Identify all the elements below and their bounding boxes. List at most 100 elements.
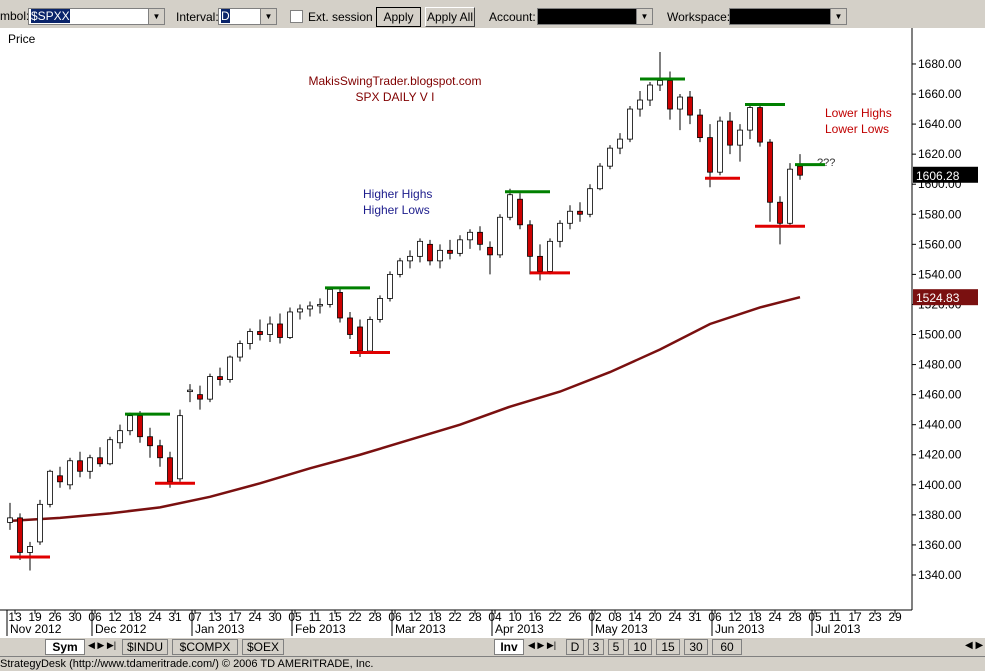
apply-all-button[interactable]: Apply All [425,7,475,27]
y-tick-label: 1380.00 [918,508,962,522]
y-axis-title: Price [8,32,36,46]
candle-body [397,260,403,275]
candle-body [77,460,83,472]
month-label: Jan 2013 [195,622,245,636]
x-tick-label: 23 [868,610,882,624]
month-label: May 2013 [595,622,648,636]
x-tick-label: 28 [788,610,802,624]
tab-interval[interactable]: D [566,639,584,655]
month-label: Nov 2012 [10,622,62,636]
ext-session-label: Ext. session [308,10,373,24]
candle-body [417,240,423,257]
x-tick-label: 17 [848,610,862,624]
candle-body [7,517,13,523]
candle-body [267,323,273,335]
candle-body [447,249,453,254]
candle-body [257,331,263,335]
symbol-value: $SPXX [31,9,70,23]
candle-body [647,84,653,101]
candle-body [127,415,133,432]
x-tick-label: 16 [528,610,542,624]
y-tick-label: 1620.00 [918,147,962,161]
candle-body [687,96,693,116]
candle-body [407,255,413,262]
x-tick-label: 28 [468,610,482,624]
candle-body [497,216,503,256]
x-tick-label: 30 [68,610,82,624]
candle-body [67,460,73,486]
annotation-higher-highs: Higher Highs [363,187,432,201]
x-tick-label: 19 [28,610,42,624]
candle-body [247,331,253,344]
x-tick-label: 31 [688,610,702,624]
x-tick-label: 28 [368,610,382,624]
candle-body [57,475,63,483]
interval-value: D [221,9,230,23]
candle-body [297,308,303,313]
candle-body [177,415,183,480]
symbol-select[interactable]: $SPXX ▼ [28,8,165,25]
tab-interval[interactable]: 3 [588,639,604,655]
x-tick-label: 29 [888,610,902,624]
candle-body [567,210,573,224]
x-tick-label: 18 [128,610,142,624]
candle-body [487,246,493,256]
candle-body [557,222,563,242]
tab-compx[interactable]: $COMPX [172,639,238,655]
tab-interval[interactable]: 5 [608,639,624,655]
candle-body [137,415,143,438]
candle-body [227,356,233,380]
x-tick-label: 20 [648,610,662,624]
x-tick-label: 13 [208,610,222,624]
ext-session-checkbox[interactable] [290,10,303,23]
annotation-lower-highs: Lower Highs [825,106,892,120]
moving-average-tag-bg [913,289,978,306]
candle-body [97,457,103,465]
candle-body [507,194,513,218]
y-tick-label: 1360.00 [918,538,962,552]
tab-oex[interactable]: $OEX [242,639,284,655]
candle-body [437,249,443,262]
apply-button[interactable]: Apply [376,7,421,27]
y-tick-label: 1480.00 [918,358,962,372]
tab-interval[interactable]: 15 [656,639,680,655]
dropdown-arrow: ▼ [148,9,164,24]
tab-inv[interactable]: Inv [494,639,524,655]
tab-interval[interactable]: 30 [684,639,708,655]
candle-body [797,165,803,176]
candle-body [527,224,533,257]
dropdown-arrow: ▼ [636,9,652,24]
candle-body [767,141,773,203]
candle-body [637,99,643,110]
x-tick-label: 10 [508,610,522,624]
tab-sym[interactable]: Sym [45,639,85,655]
candle-body [47,470,53,505]
candle-body [387,273,393,299]
candle-body [337,292,343,319]
candle-body [147,436,153,447]
tab-indu[interactable]: $INDU [122,639,168,655]
account-select[interactable]: ▼ [537,8,653,25]
scroll-arrows[interactable]: ◀ ▶ [965,640,984,651]
candle-body [87,457,93,472]
annotation-lower-lows: Lower Lows [825,122,889,136]
candle-body [757,107,763,143]
tab-interval[interactable]: 60 [712,639,742,655]
candle-body [187,389,193,393]
tab-interval[interactable]: 10 [628,639,652,655]
candle-body [577,210,583,215]
y-tick-label: 1660.00 [918,87,962,101]
interval-select[interactable]: D ▼ [218,8,277,25]
x-tick-label: 24 [768,610,782,624]
interval-label: Interval: [176,10,219,24]
month-label: Mar 2013 [395,622,446,636]
workspace-select[interactable]: ▼ [729,8,847,25]
candle-body [347,317,353,335]
account-label: Account: [489,10,536,24]
x-tick-label: 22 [448,610,462,624]
last-price-tag-bg [913,166,978,183]
candle-body [667,80,673,110]
candle-body [277,323,283,338]
x-tick-label: 24 [668,610,682,624]
